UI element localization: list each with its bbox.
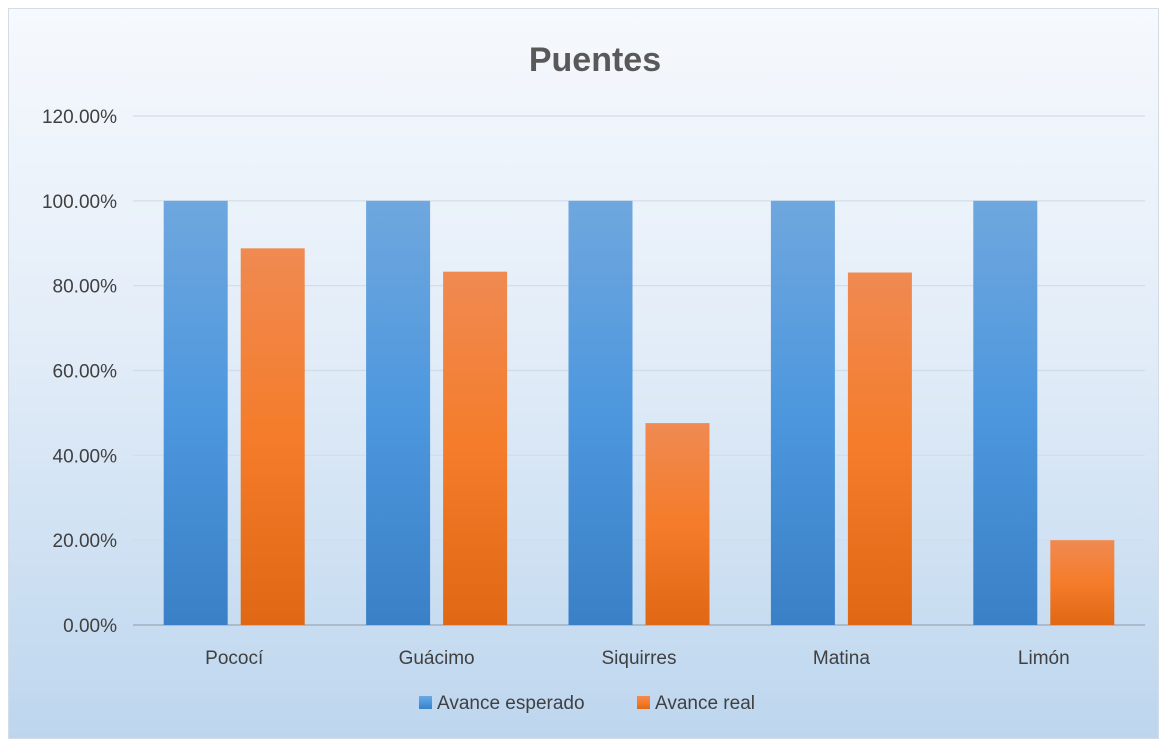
x-category-label: Matina xyxy=(813,648,870,669)
legend-swatch xyxy=(637,696,650,709)
y-tick-label: 0.00% xyxy=(63,616,117,637)
y-tick-label: 100.00% xyxy=(42,192,117,213)
bars xyxy=(164,201,1115,625)
x-category-label: Siquirres xyxy=(602,648,677,669)
legend: Avance esperado Avance real xyxy=(419,693,755,714)
bar-expected xyxy=(366,201,430,625)
bar-actual xyxy=(848,273,912,625)
bar-actual xyxy=(443,272,507,625)
y-tick-label: 20.00% xyxy=(53,531,118,552)
x-category-label: Guácimo xyxy=(399,648,475,669)
legend-label: Avance esperado xyxy=(437,693,585,714)
legend-swatch xyxy=(419,696,432,709)
y-tick-label: 60.00% xyxy=(53,362,118,383)
bar-actual xyxy=(1050,540,1114,625)
legend-label: Avance real xyxy=(655,693,755,714)
x-category-label: Pococí xyxy=(205,648,264,669)
chart-title: Puentes xyxy=(529,41,661,79)
bar-expected xyxy=(569,201,633,625)
bar-expected xyxy=(973,201,1037,625)
y-tick-label: 40.00% xyxy=(53,446,118,467)
bar-chart: Puentes 0.00% 20.00% 40.00% 60.00% 80.00% 100… xyxy=(9,9,1160,740)
x-category-label: Limón xyxy=(1018,648,1070,669)
x-axis-categories: Pococí Guácimo Siquirres Matina Limón xyxy=(205,648,1070,669)
bar-expected xyxy=(771,201,835,625)
y-axis-ticks: 0.00% 20.00% 40.00% 60.00% 80.00% 100.00% 120.… xyxy=(42,107,117,637)
chart-area: Puentes 0.00% 20.00% 40.00% 60.00% 80.00% 100… xyxy=(8,8,1159,739)
bar-actual xyxy=(241,248,305,625)
y-tick-label: 120.00% xyxy=(42,107,117,128)
y-tick-label: 80.00% xyxy=(53,277,118,298)
bar-expected xyxy=(164,201,228,625)
bar-actual xyxy=(646,423,710,625)
